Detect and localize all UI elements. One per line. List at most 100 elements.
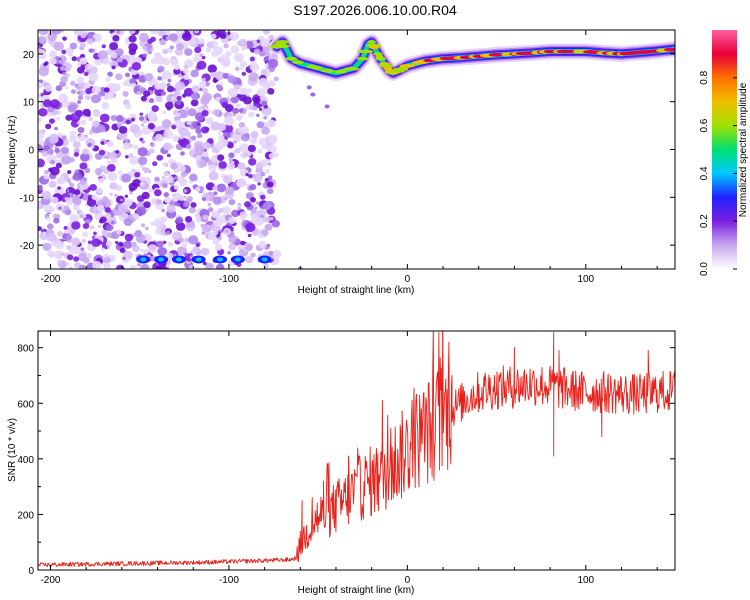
spectrogram-x-tick-label: 0 — [405, 274, 411, 285]
noise-blob — [80, 119, 87, 126]
noise-blob — [237, 128, 243, 134]
noise-blob — [55, 240, 65, 250]
noise-blob — [163, 142, 172, 151]
noise-blob — [76, 76, 84, 84]
noise-blob — [134, 131, 141, 138]
noise-blob — [180, 171, 187, 178]
noise-blob — [212, 196, 222, 205]
noise-blob — [258, 233, 264, 239]
noise-blob — [117, 170, 122, 174]
noise-blob — [92, 120, 100, 128]
noise-blob — [263, 116, 268, 120]
noise-blob — [192, 121, 202, 130]
noise-blob — [115, 264, 125, 269]
noise-blob — [59, 66, 66, 71]
noise-blob — [57, 259, 63, 265]
noise-blob — [136, 91, 141, 96]
noise-blob — [150, 143, 155, 148]
noise-blob — [250, 131, 259, 139]
noise-blob — [266, 243, 271, 248]
noise-blob — [80, 32, 87, 39]
noise-blob — [196, 122, 201, 126]
noise-blob — [239, 143, 250, 153]
snr-y-ticks: 0 200 400 600 800 — [17, 344, 675, 577]
noise-blob — [137, 263, 141, 267]
noise-blob — [56, 176, 66, 185]
noise-blob — [48, 118, 55, 124]
noise-blob — [212, 238, 220, 245]
noise-blob — [175, 216, 184, 224]
noise-blob — [89, 129, 93, 133]
noise-blob — [140, 123, 145, 127]
noise-blob — [212, 78, 218, 84]
noise-blob — [237, 114, 243, 119]
noise-blob — [69, 157, 75, 163]
noise-blob — [140, 176, 145, 181]
noise-blob — [155, 96, 163, 103]
colorbar: 0.0 0.2 0.4 0.6 0.8 Normalized spectral ampl… — [699, 30, 749, 276]
snr-y-tick-label: 600 — [17, 399, 34, 410]
noise-blob — [155, 265, 162, 269]
noise-blob — [38, 185, 43, 191]
noise-blob — [38, 45, 42, 49]
ridge-hotspot — [369, 45, 380, 50]
noise-blob — [107, 71, 113, 77]
noise-blob — [163, 129, 174, 139]
noise-blob — [119, 198, 124, 202]
ridge-hotspot — [279, 44, 290, 48]
noise-blob — [183, 74, 190, 80]
noise-blob — [178, 237, 184, 243]
noise-blob — [235, 55, 242, 62]
noise-blob — [147, 50, 152, 55]
noise-blob — [175, 112, 181, 118]
noise-blob — [107, 172, 118, 182]
noise-blob — [205, 47, 212, 53]
noise-blob — [256, 39, 261, 44]
noise-blob — [64, 229, 70, 234]
noise-blob — [140, 95, 148, 102]
noise-blob — [199, 53, 204, 58]
noise-blob — [210, 33, 217, 39]
noise-blob — [227, 75, 237, 84]
noise-blob — [143, 249, 149, 255]
noise-blob — [44, 61, 49, 66]
noise-blob — [266, 144, 277, 154]
noise-blob — [169, 45, 174, 50]
noise-blob — [89, 66, 98, 74]
noise-blob — [183, 87, 194, 97]
noise-blob — [163, 192, 170, 198]
noise-blob — [201, 56, 206, 60]
noise-blob — [90, 94, 101, 104]
noise-blob — [168, 241, 174, 247]
noise-blob — [46, 232, 57, 242]
noise-blob — [122, 256, 126, 261]
noise-blob — [186, 120, 192, 126]
noise-blob — [271, 219, 280, 228]
noise-blob — [147, 187, 154, 193]
noise-blob — [256, 121, 265, 129]
ridge-hotspot — [375, 56, 386, 61]
noise-blob — [216, 183, 227, 193]
noise-blob — [40, 129, 46, 134]
noise-blob — [113, 220, 117, 224]
noise-blob — [193, 30, 200, 34]
noise-blob — [246, 183, 250, 187]
noise-blob — [219, 54, 230, 64]
noise-blob — [230, 96, 239, 104]
snr-line-layer — [38, 331, 675, 568]
noise-blob — [259, 194, 266, 200]
noise-blob — [114, 240, 119, 245]
noise-blob — [122, 81, 129, 87]
noise-blob — [206, 41, 214, 49]
noise-blob — [44, 84, 53, 92]
noise-blob — [238, 108, 244, 113]
noise-blob — [240, 240, 246, 246]
ridge-hotspot — [285, 56, 298, 61]
noise-blob — [136, 206, 147, 216]
noise-blob — [142, 45, 148, 51]
noise-blob — [219, 33, 227, 40]
noise-blob — [198, 87, 203, 92]
noise-blob — [161, 70, 172, 80]
noise-blob — [109, 42, 119, 51]
noise-blob — [109, 182, 118, 190]
